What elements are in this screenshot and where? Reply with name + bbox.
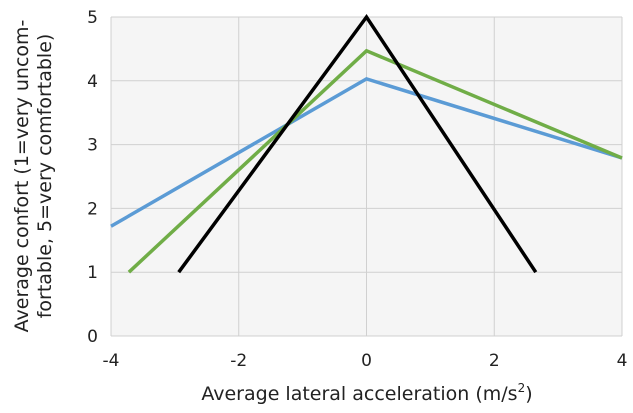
x-axis-title: Average lateral acceleration (m/s2) — [201, 381, 532, 405]
x-tick-label: -4 — [103, 351, 120, 371]
y-axis-title-line-1: Average confort (1=very uncom- — [11, 20, 33, 333]
series-line-black — [177, 13, 538, 274]
x-tick-label: 0 — [361, 351, 372, 371]
y-axis-title-line-2: fortable, 5=very comfortable) — [34, 34, 56, 319]
x-axis-title-end: ) — [525, 383, 532, 405]
x-axis-title-main: Average lateral acceleration (m/s — [201, 383, 517, 405]
x-tick-label: 2 — [489, 351, 500, 371]
y-tick-label: 1 — [87, 263, 98, 283]
x-tick-labels: -4 -2 0 2 4 — [103, 351, 628, 371]
y-tick-label: 3 — [87, 136, 98, 156]
y-tick-label: 2 — [87, 199, 98, 219]
series-lines — [110, 13, 623, 274]
y-tick-label: 5 — [87, 8, 98, 28]
y-tick-label: 4 — [87, 72, 98, 92]
series-line-blue — [110, 76, 623, 228]
x-tick-label: 4 — [617, 351, 628, 371]
x-axis-title-sup: 2 — [518, 381, 526, 395]
y-tick-label: 0 — [87, 327, 98, 347]
series-line-green — [127, 48, 623, 274]
y-axis-title: Average confort (1=very uncom- fortable,… — [11, 20, 56, 333]
x-tick-label: -2 — [230, 351, 247, 371]
y-tick-labels: 0 1 2 3 4 5 — [87, 8, 98, 347]
